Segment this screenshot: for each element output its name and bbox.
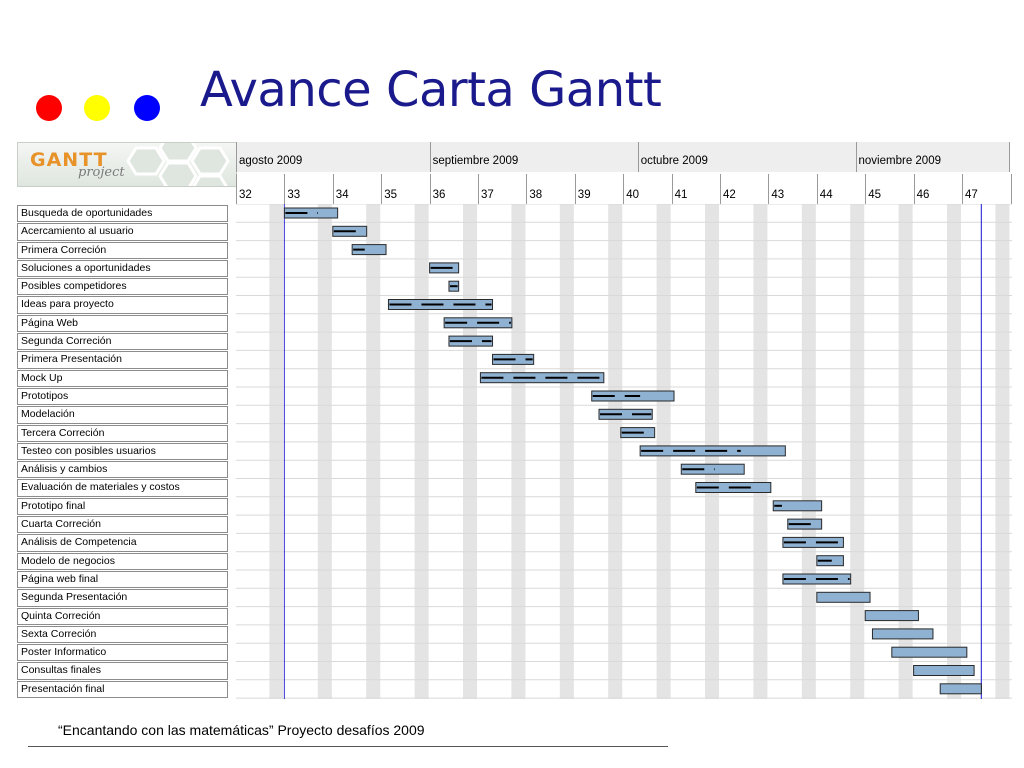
task-name[interactable]: Prototipos	[17, 387, 228, 406]
ganttproject-logo: GANTT project	[17, 142, 237, 187]
task-bar[interactable]	[913, 665, 975, 676]
logo-subtext: project	[78, 165, 125, 180]
task-name[interactable]: Segunda Correción	[17, 333, 228, 351]
week-label: 41	[671, 174, 720, 204]
task-bar[interactable]	[772, 500, 823, 512]
task-name[interactable]: Quinta Correción	[17, 607, 228, 625]
weekend-shade	[898, 204, 913, 699]
weekend-shade	[366, 204, 381, 699]
task-bar[interactable]	[283, 207, 339, 219]
task-name[interactable]: Busqueda de oportunidades	[17, 205, 228, 223]
task-name[interactable]: Segunda Presentación	[17, 589, 228, 607]
week-label: 33	[284, 174, 332, 204]
task-bar[interactable]	[871, 628, 934, 640]
task-name[interactable]: Análisis y cambios	[17, 461, 228, 479]
hexagon-pattern-icon	[126, 143, 230, 186]
month-label: agosto 2009	[236, 142, 430, 172]
task-name[interactable]: Evaluación de materiales y costos	[17, 479, 228, 497]
footer-divider	[28, 746, 668, 747]
task-name[interactable]: Ideas para proyecto	[17, 296, 228, 314]
week-label: 32	[236, 174, 284, 204]
month-label: noviembre 2009	[855, 142, 1011, 172]
task-name[interactable]: Posibles competidores	[17, 278, 228, 296]
task-name[interactable]: Primera Presentación	[17, 351, 228, 369]
task-name[interactable]: Prototipo final	[17, 497, 228, 516]
week-label: 46	[913, 174, 962, 204]
task-name[interactable]: Cuarta Correción	[17, 516, 228, 534]
task-name[interactable]: Tercera Correción	[17, 424, 228, 442]
task-list: Busqueda de oportunidades Acercamiento al…	[17, 205, 228, 699]
task-name[interactable]: Página web final	[17, 570, 228, 589]
task-name[interactable]: Consultas finales	[17, 662, 228, 680]
task-bar[interactable]	[816, 591, 871, 603]
week-label: 39	[574, 174, 623, 204]
slide-title: Avance Carta Gantt	[200, 62, 662, 118]
week-label: 47	[962, 174, 1012, 204]
weekend-shade	[559, 204, 574, 699]
task-name[interactable]: Modelo de negocios	[17, 552, 228, 570]
task-name[interactable]: Soluciones a oportunidades	[17, 259, 228, 278]
task-bar[interactable]	[782, 536, 844, 548]
task-name[interactable]: Sexta Correción	[17, 625, 228, 644]
week-label: 43	[768, 174, 816, 204]
week-label: 34	[332, 174, 381, 204]
gantt-bars	[236, 204, 1012, 699]
task-name[interactable]: Poster Informatico	[17, 644, 228, 662]
yellow-dot	[84, 95, 110, 121]
weekend-shade	[414, 204, 429, 699]
weekend-shade	[850, 204, 865, 699]
task-name[interactable]: Modelación	[17, 406, 228, 424]
week-label: 38	[526, 174, 574, 204]
task-name[interactable]: Análisis de Competencia	[17, 534, 228, 552]
footer-caption: “Encantando con las matemáticas” Proyect…	[58, 722, 425, 738]
weekend-shade	[511, 204, 526, 699]
task-name[interactable]: Primera Correción	[17, 241, 228, 259]
task-bar[interactable]	[939, 683, 982, 695]
task-name[interactable]: Acercamiento al usuario	[17, 223, 228, 241]
red-dot	[36, 95, 62, 121]
week-label: 40	[623, 174, 671, 204]
task-bar[interactable]	[598, 408, 653, 420]
week-label: 45	[865, 174, 913, 204]
week-label: 42	[720, 174, 768, 204]
weekend-shade	[608, 204, 623, 699]
task-bar[interactable]	[479, 372, 605, 384]
week-label: 35	[381, 174, 429, 204]
logo-text: GANTT	[30, 149, 108, 171]
task-name[interactable]: Testeo con posibles usuarios	[17, 442, 228, 461]
task-bar[interactable]	[680, 463, 745, 475]
task-name[interactable]: Mock Up	[17, 369, 228, 387]
task-name[interactable]: Presentación final	[17, 680, 228, 699]
weekend-shade	[269, 204, 284, 699]
task-bar[interactable]	[891, 646, 968, 658]
week-label: 37	[478, 174, 526, 204]
task-bar[interactable]	[864, 610, 919, 622]
weekend-shade	[946, 204, 962, 699]
task-name[interactable]: Página Web	[17, 314, 228, 333]
blue-dot	[134, 95, 160, 121]
week-label: 36	[429, 174, 478, 204]
task-bar[interactable]	[351, 244, 387, 256]
week-label: 44	[816, 174, 865, 204]
weekend-shade	[995, 204, 1010, 699]
gantt-chart: GANTT project Busqueda de oportunidades A…	[17, 142, 1012, 699]
month-label: octubre 2009	[637, 142, 856, 172]
weekend-shade	[317, 204, 332, 699]
month-label: septiembre 2009	[429, 142, 638, 172]
